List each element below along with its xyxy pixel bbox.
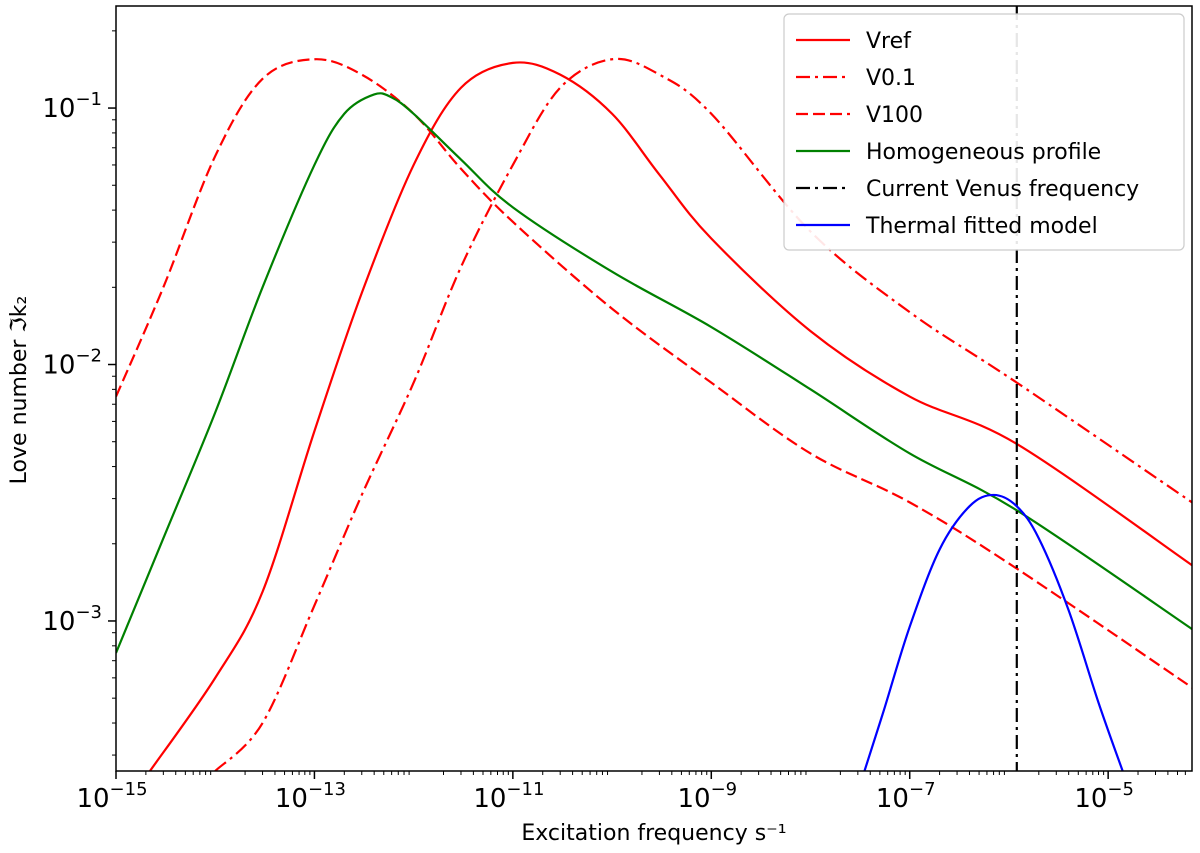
series-line-thermal-fitted-model — [863, 493, 1124, 771]
x-axis-label: Excitation frequency s⁻¹ — [521, 821, 786, 846]
legend-label-current-venus-frequency: Current Venus frequency — [866, 177, 1139, 202]
x-tick-label: 10−15 — [76, 779, 147, 814]
y-tick-label: 10−3 — [42, 602, 102, 637]
legend: Vref V0.1 V100 Homogeneous profile Current V… — [783, 13, 1185, 251]
legend-label-thermal-fitted-model: Thermal fitted model — [865, 214, 1098, 239]
x-tick-label: 10−11 — [473, 779, 544, 814]
x-tick-label: 10−7 — [876, 779, 936, 814]
legend-label-v100: V100 — [866, 103, 923, 128]
y-axis-label: Love number ℑk₂ — [7, 296, 32, 485]
y-tick-label: 10−1 — [42, 89, 102, 124]
legend-label-vref: Vref — [866, 29, 912, 54]
legend-label-v0-1: V0.1 — [866, 66, 916, 91]
x-tick-label: 10−13 — [275, 779, 346, 814]
y-tick-label: 10−2 — [42, 346, 102, 381]
y-axis-ticks: 10−3 10−2 10−1 — [42, 30, 116, 756]
legend-label-homogeneous-profile: Homogeneous profile — [866, 140, 1101, 165]
x-tick-label: 10−5 — [1074, 779, 1134, 814]
series-line-vref — [149, 61, 1192, 771]
plot-frame — [115, 5, 1193, 772]
x-axis-ticks: 10−15 10−13 10−11 10−9 10−7 10−5 — [76, 771, 1186, 814]
series-line-v0-1 — [214, 57, 1192, 771]
x-tick-label: 10−9 — [677, 779, 737, 814]
legend-box — [783, 13, 1185, 251]
series-line-v100 — [116, 58, 1192, 689]
series-line-homogeneous-profile — [116, 92, 1192, 654]
